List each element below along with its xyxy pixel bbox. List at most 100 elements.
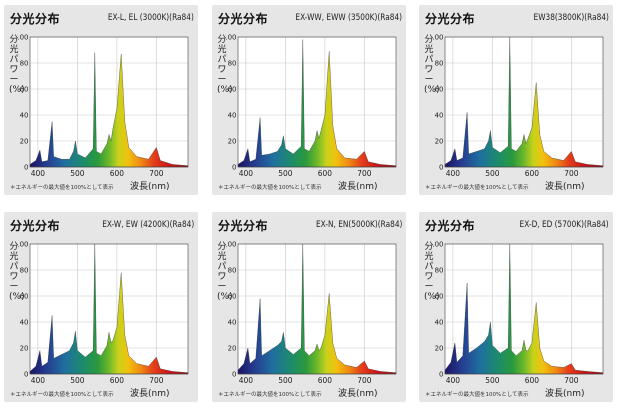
x-tick-label: 700 (357, 376, 372, 385)
chart-title: 分光分布 (218, 12, 269, 26)
y-tick-label: 60 (228, 293, 237, 301)
spectrum-area (444, 36, 604, 168)
footnote: ＊エネルギーの最大値を100%として表示 (218, 392, 322, 398)
y-tick-label: 100 (433, 241, 444, 249)
plot-frame (237, 36, 397, 168)
y-tick-label: 40 (20, 112, 29, 120)
chart-panel-2: 分光分布 EX-WW, EWW (3500K)(Ra84) 分光パワー(%) 0… (212, 5, 406, 195)
x-tick-label: 700 (564, 376, 579, 385)
y-tick-label: 100 (18, 241, 29, 249)
y-tick-label: 80 (228, 60, 237, 68)
spectrum-plot: 0 20 40 60 80 100 400 500 600 700 (433, 241, 604, 385)
plot-frame (29, 243, 189, 375)
x-tick-label: 500 (70, 376, 85, 385)
chart-title: 分光分布 (10, 12, 61, 26)
footnote: ＊エネルギーの最大値を100%として表示 (425, 392, 529, 398)
spectrum-area (237, 243, 397, 375)
x-tick-label: 400 (239, 169, 254, 178)
x-tick-label: 600 (525, 376, 540, 385)
y-tick-label: 20 (228, 345, 237, 353)
x-axis-label: 波長(nm) (130, 182, 170, 192)
chart-title: 分光分布 (425, 12, 476, 26)
plot-frame (444, 36, 604, 168)
spectrum-plot: 0 20 40 60 80 100 400 500 600 700 (433, 34, 604, 178)
chart-subtitle: EX-WW, EWW (3500K)(Ra84) (295, 13, 402, 23)
x-tick-label: 700 (357, 169, 372, 178)
chart-panel-6: 分光分布 EX-D, ED (5700K)(Ra84) 分光パワー(%) 0 20… (419, 212, 613, 402)
x-axis-label: 波長(nm) (338, 389, 378, 399)
x-tick-label: 700 (149, 376, 164, 385)
y-tick-label: 80 (228, 267, 237, 275)
chart-title: 分光分布 (218, 219, 269, 233)
chart-title: 分光分布 (425, 219, 476, 233)
chart-panel-1: 分光分布 EX-L, EL (3000K)(Ra84) 分光パワー(%) 0 20… (4, 5, 198, 195)
y-axis-label: 分光パワー(%) (217, 242, 233, 302)
chart-panel-5: 分光分布 EX-N, EN(5000K)(Ra84) 分光パワー(%) 0 20 4… (212, 212, 406, 402)
y-tick-label: 20 (20, 138, 29, 146)
y-tick-label: 0 (439, 371, 443, 379)
x-tick-label: 700 (564, 169, 579, 178)
y-tick-label: 80 (435, 60, 444, 68)
y-axis-label: 分光パワー(%) (217, 35, 233, 95)
y-axis-label: 分光パワー(%) (424, 35, 440, 95)
y-tick-label: 0 (24, 164, 28, 172)
spectrum-plot: 0 20 40 60 80 100 400 500 600 700 (226, 34, 397, 178)
x-tick-label: 500 (70, 169, 85, 178)
y-tick-label: 0 (439, 164, 443, 172)
x-tick-label: 400 (31, 376, 46, 385)
y-tick-label: 20 (228, 138, 237, 146)
x-tick-label: 400 (446, 376, 461, 385)
spectrum-area (29, 52, 189, 168)
x-tick-label: 500 (485, 169, 500, 178)
x-tick-label: 600 (318, 376, 333, 385)
y-tick-label: 100 (18, 34, 29, 42)
chart-panel-3: 分光分布 EW38(3800K)(Ra84) 分光パワー(%) 0 20 40 60 8… (419, 5, 613, 195)
y-tick-label: 60 (228, 86, 237, 94)
x-tick-label: 600 (110, 376, 125, 385)
chart-subtitle: EW38(3800K)(Ra84) (533, 13, 609, 23)
plot-frame (29, 36, 189, 168)
y-tick-label: 20 (20, 345, 29, 353)
footnote: ＊エネルギーの最大値を100%として表示 (10, 392, 114, 398)
footnote: ＊エネルギーの最大値を100%として表示 (10, 185, 114, 191)
x-tick-label: 400 (31, 169, 46, 178)
x-tick-label: 700 (149, 169, 164, 178)
y-axis-label: 分光パワー(%) (9, 35, 25, 95)
y-tick-label: 0 (232, 371, 236, 379)
y-tick-label: 20 (435, 345, 444, 353)
x-tick-label: 500 (278, 169, 293, 178)
chart-subtitle: EX-N, EN(5000K)(Ra84) (315, 220, 402, 230)
y-tick-label: 0 (232, 164, 236, 172)
spectrum-plot: 0 20 40 60 80 100 400 500 600 700 (18, 241, 189, 385)
y-tick-label: 100 (226, 241, 237, 249)
chart-title: 分光分布 (10, 219, 61, 233)
chart-subtitle: EX-L, EL (3000K)(Ra84) (108, 13, 194, 23)
footnote: ＊エネルギーの最大値を100%として表示 (218, 185, 322, 191)
spectrum-area (237, 39, 397, 168)
x-tick-label: 600 (525, 169, 540, 178)
spectrum-area (444, 243, 604, 375)
y-tick-label: 40 (228, 319, 237, 327)
plot-frame (444, 243, 604, 375)
y-tick-label: 80 (435, 267, 444, 275)
y-tick-label: 60 (435, 293, 444, 301)
x-tick-label: 400 (239, 376, 254, 385)
y-tick-label: 100 (433, 34, 444, 42)
y-axis-label: 分光パワー(%) (424, 242, 440, 302)
y-tick-label: 0 (24, 371, 28, 379)
spectrum-plot: 0 20 40 60 80 100 400 500 600 700 (18, 34, 189, 178)
x-axis-label: 波長(nm) (545, 389, 585, 399)
y-tick-label: 40 (20, 319, 29, 327)
y-tick-label: 20 (435, 138, 444, 146)
y-tick-label: 60 (20, 293, 29, 301)
y-tick-label: 80 (20, 267, 29, 275)
y-tick-label: 60 (435, 86, 444, 94)
x-axis-label: 波長(nm) (130, 389, 170, 399)
chart-subtitle: EX-W, EW (4200K)(Ra84) (101, 220, 194, 230)
y-tick-label: 60 (20, 86, 29, 94)
chart-subtitle: EX-D, ED (5700K)(Ra84) (519, 220, 609, 230)
y-tick-label: 80 (20, 60, 29, 68)
plot-frame (237, 243, 397, 375)
x-tick-label: 500 (278, 376, 293, 385)
y-tick-label: 40 (435, 112, 444, 120)
